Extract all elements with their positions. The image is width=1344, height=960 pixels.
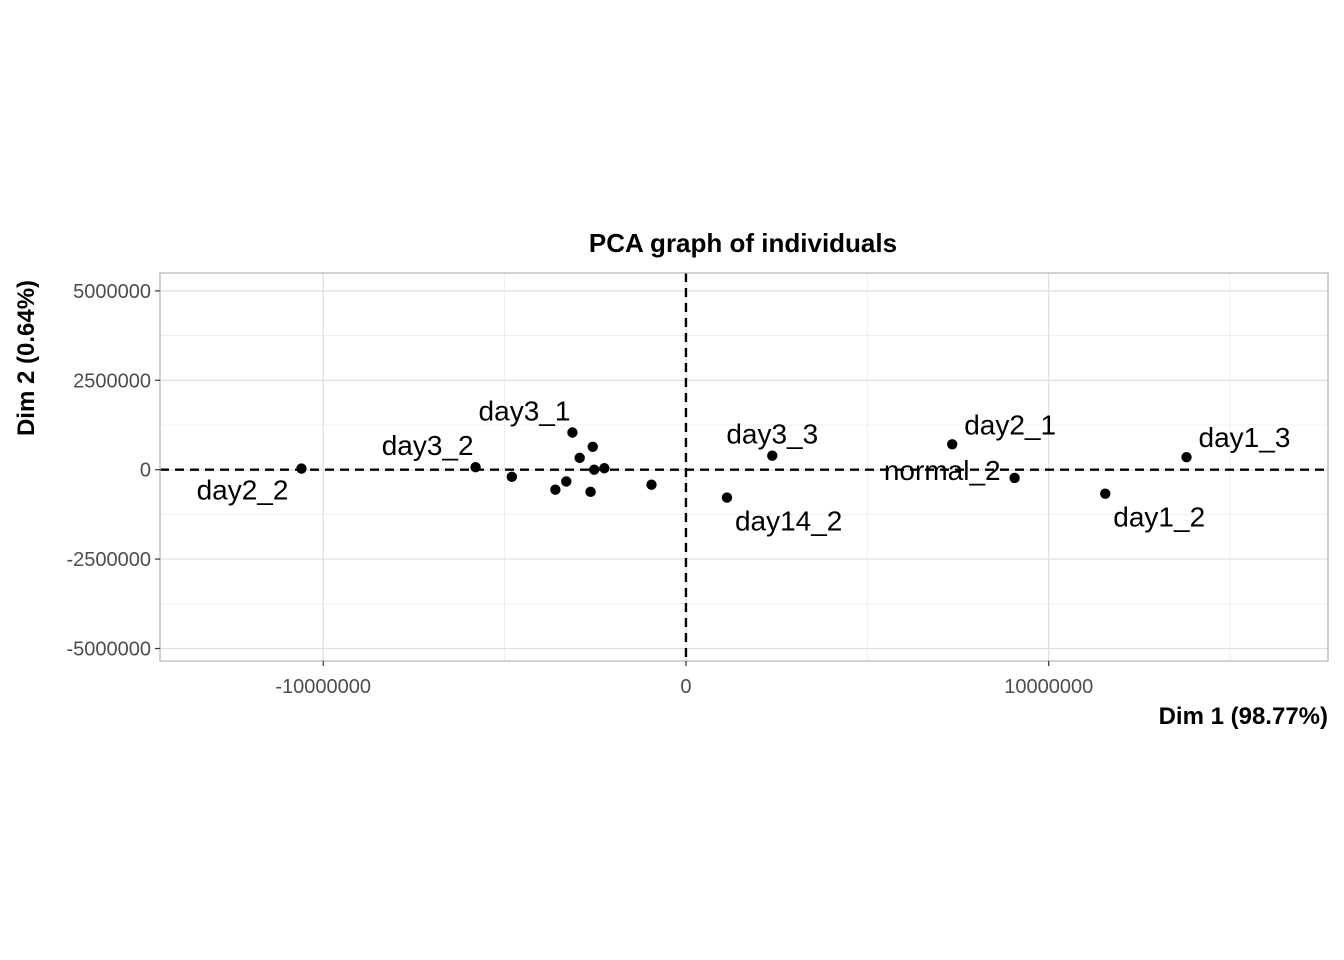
y-tick-label: 0 — [140, 460, 151, 482]
y-tick-label: 2500000 — [73, 370, 151, 392]
y-tick-label: -2500000 — [66, 549, 151, 571]
data-point — [646, 479, 657, 490]
x-tick-label: 10000000 — [1004, 676, 1093, 698]
y-axis-ticks: -5000000 -2500000 0 2500000 5000000 — [66, 281, 160, 660]
data-point — [470, 461, 481, 473]
y-tick-label: -5000000 — [66, 638, 151, 660]
data-point — [1100, 488, 1111, 499]
data-point — [599, 463, 610, 474]
data-point — [588, 464, 600, 475]
point-label: day1_3 — [1199, 422, 1291, 453]
data-point — [550, 484, 561, 495]
x-axis-ticks: -10000000 0 10000000 — [275, 661, 1093, 698]
point-label: day2_2 — [197, 475, 289, 506]
point-label: day3_1 — [479, 395, 571, 426]
y-axis-title: Dim 2 (0.64%) — [13, 280, 40, 436]
y-tick-label: 5000000 — [73, 281, 151, 303]
point-label: day2_1 — [964, 409, 1056, 440]
data-points — [296, 427, 1192, 503]
data-point — [561, 476, 572, 487]
data-point — [574, 452, 585, 464]
data-point — [567, 427, 578, 438]
data-point — [721, 492, 733, 503]
panel-border — [159, 272, 1329, 662]
data-point — [767, 450, 778, 461]
data-point — [1009, 472, 1020, 484]
x-tick-label: 0 — [680, 676, 691, 698]
reference-lines — [160, 273, 1328, 661]
data-point — [1181, 451, 1192, 463]
point-label: day3_3 — [726, 419, 818, 450]
point-label: day1_2 — [1113, 502, 1205, 533]
point-label: normal_2 — [884, 455, 1001, 486]
x-tick-label: -10000000 — [275, 676, 371, 698]
data-point — [947, 439, 958, 450]
data-point — [506, 471, 518, 483]
x-axis-title: Dim 1 (98.77%) — [1159, 703, 1328, 730]
chart-title: PCA graph of individuals — [589, 228, 897, 258]
data-point — [587, 441, 598, 452]
point-label: day3_2 — [382, 430, 474, 461]
point-label: day14_2 — [735, 506, 842, 537]
data-point — [585, 486, 596, 498]
data-point — [296, 463, 307, 474]
